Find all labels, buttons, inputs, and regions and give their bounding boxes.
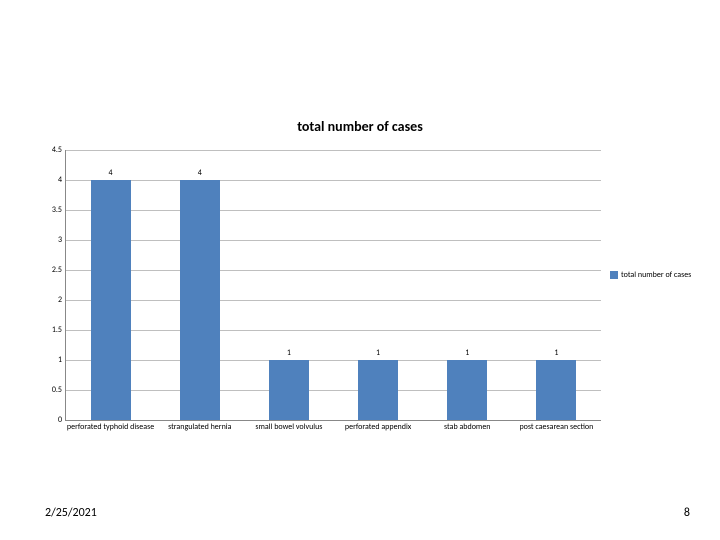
bar-value-label: 1 [269, 348, 309, 358]
y-tick-label: 4.5 [44, 145, 62, 155]
bar-value-label: 4 [180, 168, 220, 178]
footer-date: 2/25/2021 [45, 506, 97, 520]
y-tick-label: 0 [44, 415, 62, 425]
y-tick-label: 4 [44, 175, 62, 185]
legend-swatch [610, 271, 618, 279]
y-tick-label: 2.5 [44, 265, 62, 275]
x-tick-label: stab abdomen [420, 423, 515, 432]
bar-value-label: 4 [91, 168, 131, 178]
x-tick-label: perforated appendix [331, 423, 426, 432]
bar [358, 360, 398, 420]
gridline [66, 390, 601, 391]
legend-label: total number of cases [621, 270, 691, 280]
x-tick-label: perforated typhoid disease [63, 423, 158, 432]
y-tick-label: 3 [44, 235, 62, 245]
x-tick-label: post caesarean section [509, 423, 604, 432]
x-tick-label: small bowel volvulus [241, 423, 336, 432]
bar [180, 180, 220, 420]
gridline [66, 210, 601, 211]
gridline [66, 330, 601, 331]
gridline [66, 270, 601, 271]
bar [91, 180, 131, 420]
x-tick-label: strangulated hernia [152, 423, 247, 432]
slide: total number of cases 0 0.5 1 1.5 2 2.5 3 3.5 4 4… [0, 0, 720, 540]
gridline [66, 180, 601, 181]
bar [447, 360, 487, 420]
bar-value-label: 1 [536, 348, 576, 358]
y-tick-label: 0.5 [44, 385, 62, 395]
y-tick-label: 1 [44, 355, 62, 365]
bar [269, 360, 309, 420]
chart-area: 00.511.522.533.544.54perforated typhoid … [45, 150, 600, 430]
y-tick-label: 2 [44, 295, 62, 305]
gridline [66, 300, 601, 301]
legend: total number of cases [610, 270, 691, 280]
chart-title: total number of cases [0, 118, 720, 135]
bar [536, 360, 576, 420]
bar-value-label: 1 [447, 348, 487, 358]
gridline [66, 240, 601, 241]
y-tick-label: 3.5 [44, 205, 62, 215]
gridline [66, 150, 601, 151]
gridline [66, 360, 601, 361]
bar-value-label: 1 [358, 348, 398, 358]
footer-page: 8 [684, 506, 690, 520]
y-tick-label: 1.5 [44, 325, 62, 335]
plot-area: 00.511.522.533.544.54perforated typhoid … [65, 150, 601, 421]
